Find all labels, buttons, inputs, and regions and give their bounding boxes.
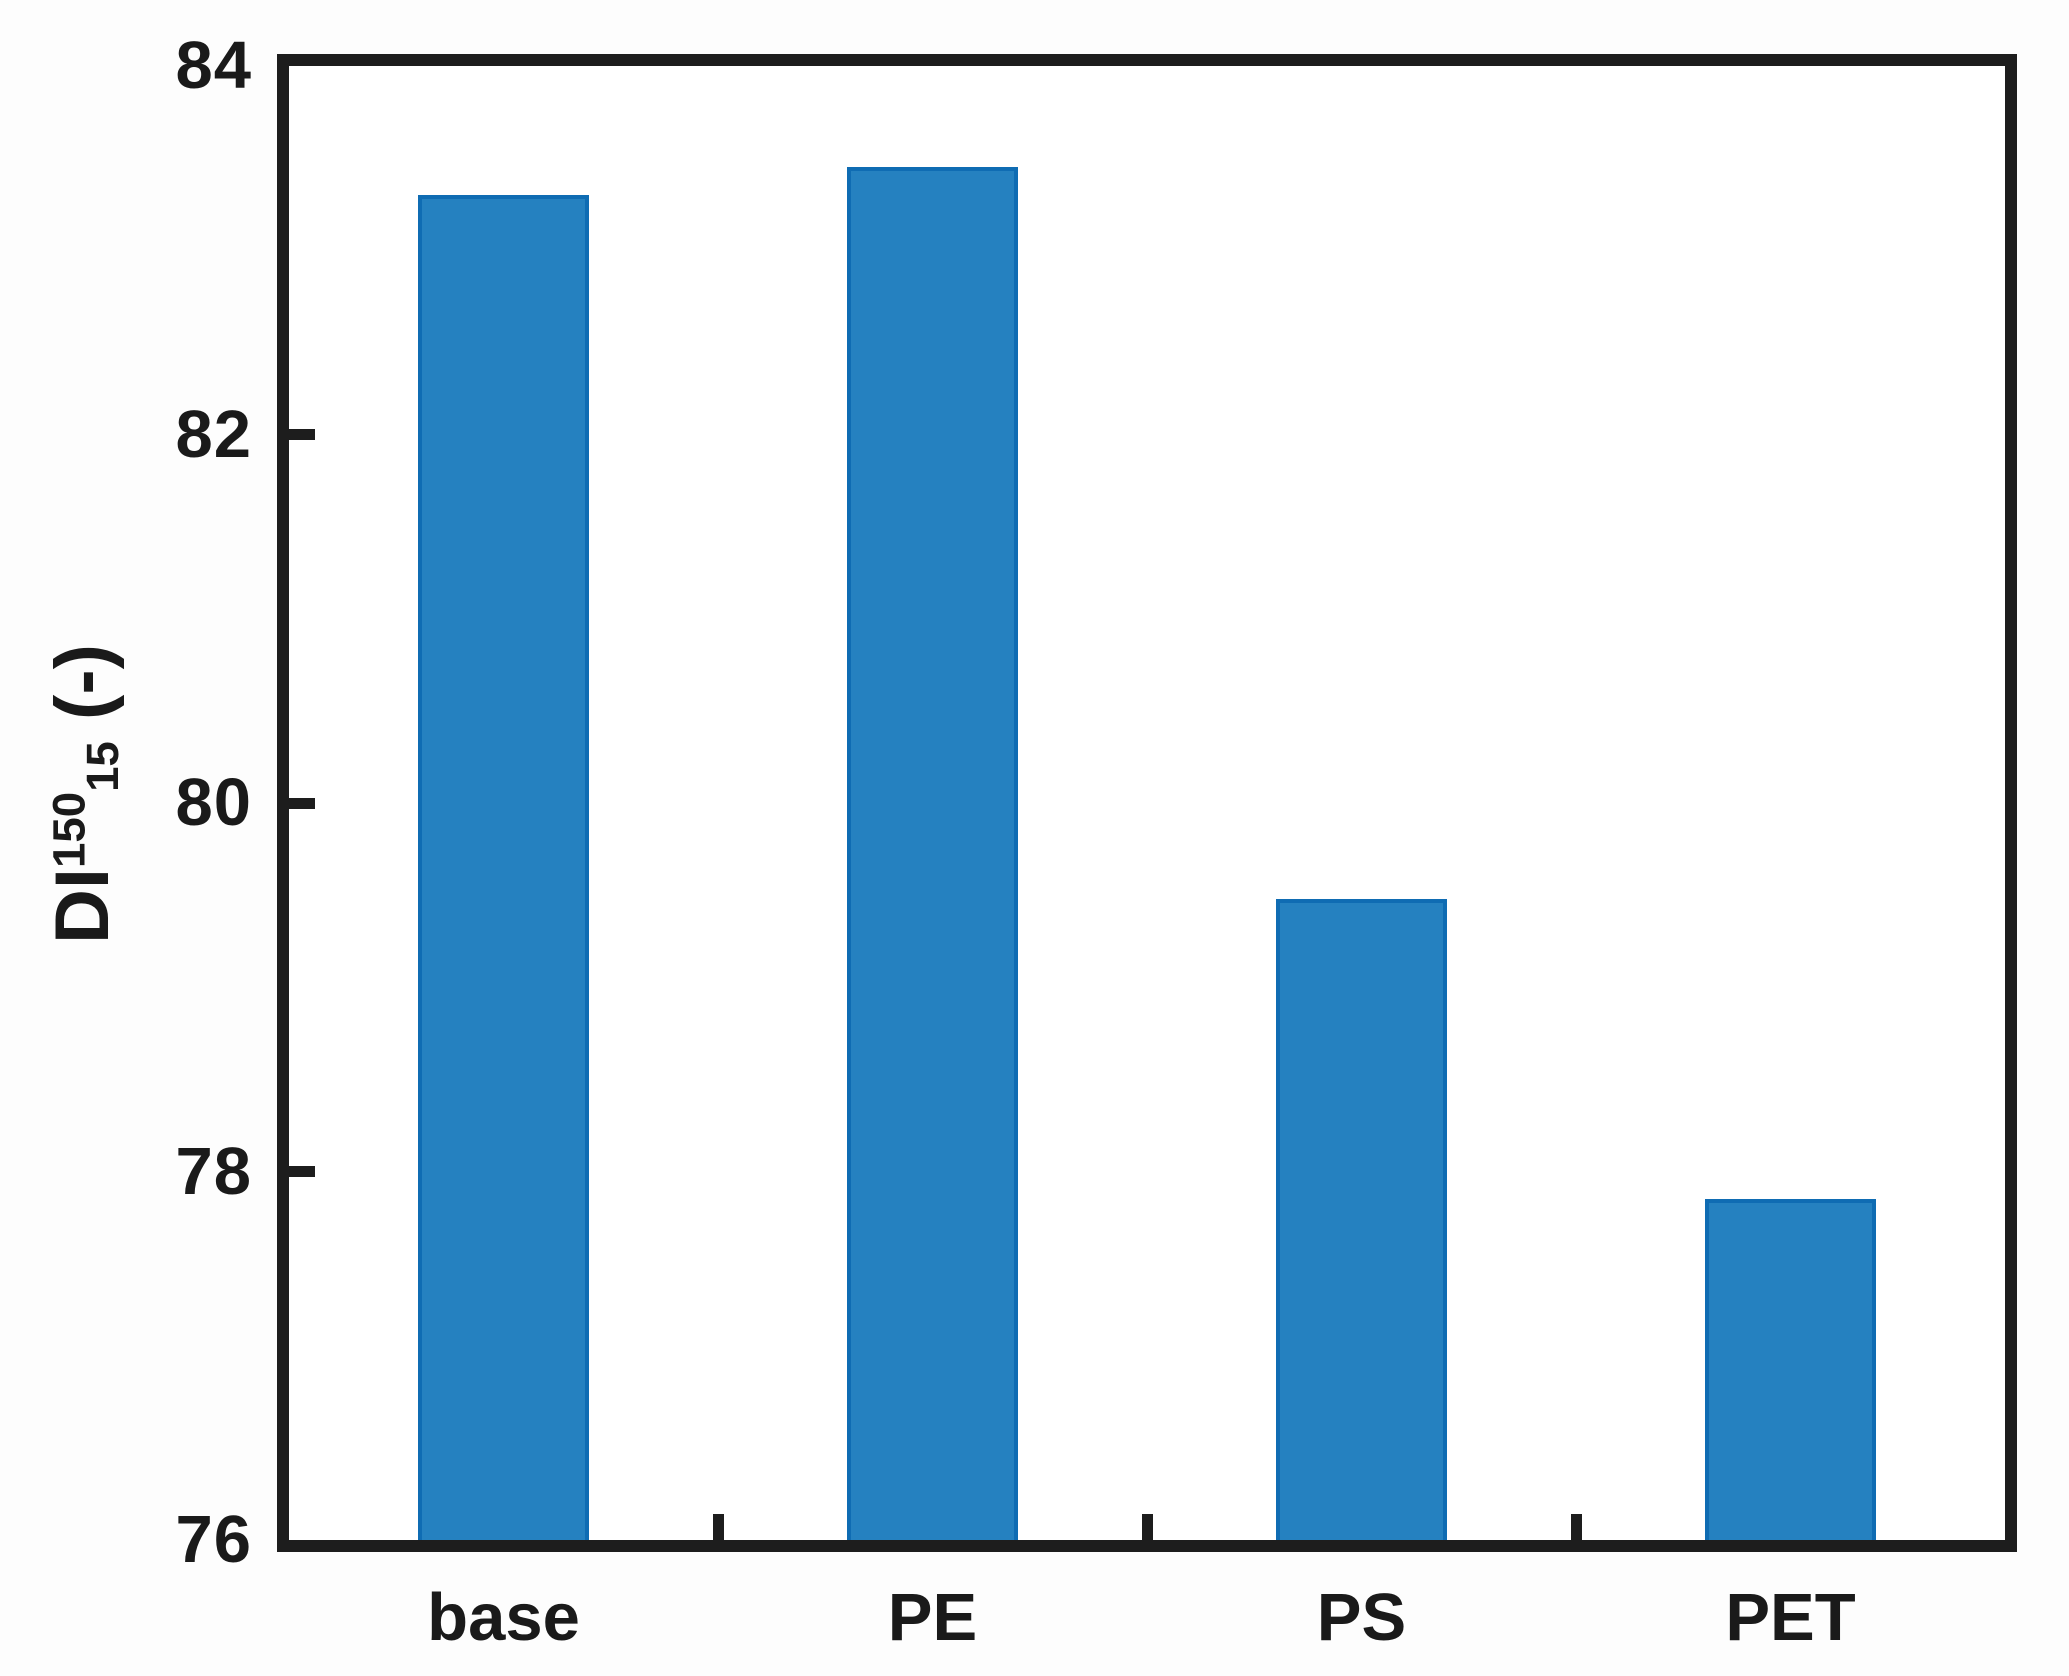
x-tick-label-PS: PS	[1316, 1580, 1407, 1655]
y-axis-tick	[289, 797, 315, 809]
plot-area	[277, 54, 2017, 1552]
y-tick-label-76: 76	[175, 1502, 252, 1577]
x-tick-label-PE: PE	[887, 1580, 978, 1655]
y-tick-label-80: 80	[175, 765, 252, 840]
y-axis-tick	[289, 429, 315, 440]
y-tick-label-84: 84	[175, 28, 252, 103]
x-axis-boundary-tick	[712, 1514, 724, 1540]
bar-PET	[1704, 1199, 1877, 1540]
y-tick-label-78: 78	[175, 1133, 252, 1209]
bar-PS	[1275, 898, 1448, 1540]
bar-base	[417, 194, 590, 1540]
y-tick-label-82: 82	[175, 396, 252, 472]
y-axis-label-base: DI	[39, 868, 125, 944]
bar-PE	[846, 167, 1019, 1540]
x-axis-boundary-tick	[1141, 1514, 1153, 1540]
x-tick-label-PET: PET	[1725, 1580, 1856, 1655]
y-axis-tick	[289, 1166, 315, 1177]
x-axis-boundary-tick	[1570, 1514, 1582, 1540]
x-tick-label-base: base	[427, 1580, 580, 1655]
y-axis-label-unit: (-)	[39, 644, 125, 720]
